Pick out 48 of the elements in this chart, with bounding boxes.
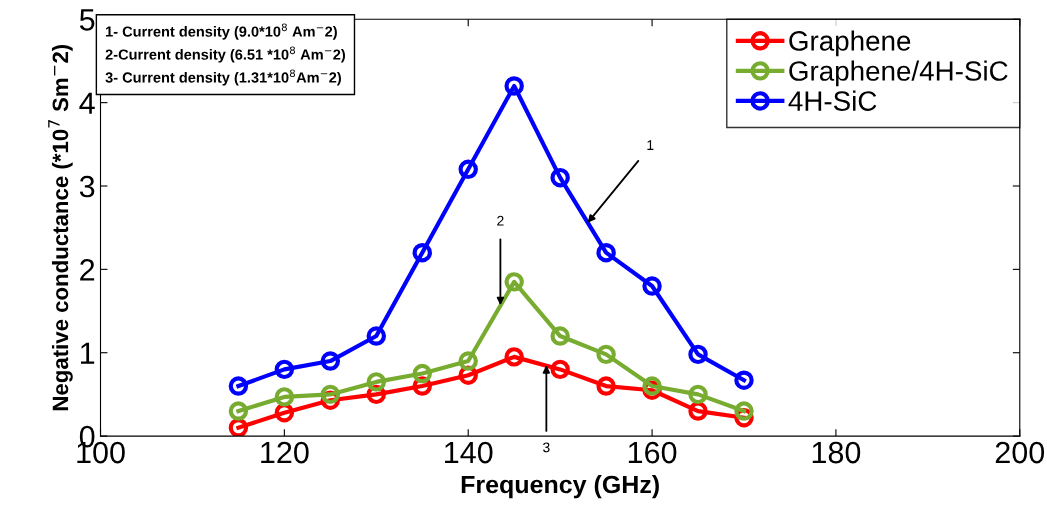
point bbox=[596, 242, 616, 263]
point bbox=[688, 344, 708, 365]
point bbox=[458, 351, 478, 371]
legend-label: 4H-SiC bbox=[788, 90, 877, 111]
point bbox=[228, 401, 249, 421]
point bbox=[366, 372, 387, 392]
legend-label: Graphene bbox=[789, 30, 911, 57]
legend-label: Graphene/4H-SiC bbox=[789, 60, 1008, 87]
x-tick-label: 200 bbox=[995, 441, 1045, 464]
annotation: 2-Current density (6.51 *10$^{8}$ Am$^{−}$2) bbox=[105, 46, 345, 63]
point bbox=[228, 418, 249, 437]
point bbox=[274, 387, 295, 407]
y-axis-title: Negative conductance (*10$^{7}$ Sm$^{−}$2) bbox=[48, 44, 73, 411]
point bbox=[642, 276, 662, 296]
point bbox=[366, 326, 387, 346]
point bbox=[504, 347, 524, 367]
point bbox=[458, 159, 478, 180]
x-tick-label: 180 bbox=[812, 441, 861, 464]
point bbox=[550, 326, 570, 346]
point bbox=[274, 359, 295, 380]
x-tick-label: 160 bbox=[628, 441, 677, 464]
point bbox=[320, 384, 341, 405]
y-tick-label: 2 bbox=[80, 259, 95, 281]
annotation: 2 bbox=[497, 215, 504, 226]
annotation: 3- Current density (1.31*10$^{8}$Am$^{−}$2) bbox=[105, 69, 341, 86]
annotation: 1- Current density (9.0*10$^{8}$ Am$^{−}$2) bbox=[106, 23, 337, 40]
y-tick-label: 4 bbox=[79, 92, 95, 114]
point bbox=[734, 401, 754, 421]
point bbox=[504, 76, 524, 96]
point bbox=[596, 344, 616, 365]
point bbox=[228, 376, 249, 396]
point bbox=[550, 359, 570, 380]
point bbox=[412, 363, 432, 384]
point bbox=[688, 384, 708, 405]
point bbox=[412, 242, 432, 263]
point bbox=[596, 376, 616, 396]
x-tick-label: 140 bbox=[445, 441, 493, 464]
annotation: 3 bbox=[543, 442, 550, 453]
y-tick-label: 3 bbox=[79, 175, 95, 198]
x-tick-label: 120 bbox=[261, 441, 309, 464]
y-tick-label: 1 bbox=[80, 342, 95, 364]
point bbox=[320, 351, 341, 371]
x-axis-title: Frequency (GHz) bbox=[461, 474, 659, 499]
point bbox=[734, 370, 754, 390]
annotation: 1 bbox=[647, 140, 654, 150]
y-tick-label: 5 bbox=[79, 9, 95, 31]
point bbox=[550, 167, 570, 188]
point bbox=[504, 272, 524, 292]
